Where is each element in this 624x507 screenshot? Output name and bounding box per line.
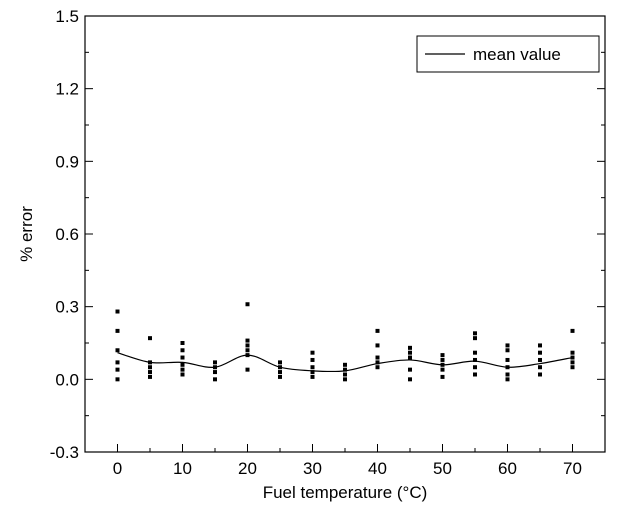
data-point xyxy=(148,370,152,375)
x-axis: 0 10 20 30 40 50 60 70 xyxy=(84,444,606,478)
data-point xyxy=(310,350,315,355)
data-point xyxy=(213,370,217,375)
data-point xyxy=(180,372,185,377)
y-tick-label: 0.9 xyxy=(55,152,79,171)
data-point xyxy=(570,328,575,333)
y-tick-label: 0.0 xyxy=(55,370,79,389)
data-point xyxy=(538,350,542,355)
data-point xyxy=(538,343,542,348)
data-point xyxy=(440,357,445,362)
data-point xyxy=(473,350,477,355)
data-point xyxy=(375,365,380,370)
data-point xyxy=(213,377,217,382)
data-point xyxy=(570,365,575,370)
data-point xyxy=(343,372,347,377)
data-point xyxy=(245,348,250,353)
data-point xyxy=(505,357,510,362)
data-point xyxy=(473,331,477,336)
data-point xyxy=(343,362,347,367)
x-tick-label: 20 xyxy=(238,459,257,478)
data-point xyxy=(310,357,315,362)
data-point xyxy=(408,377,412,382)
data-point xyxy=(375,328,380,333)
data-point xyxy=(310,370,315,375)
data-point xyxy=(408,355,412,360)
data-point xyxy=(570,360,575,365)
mean-value-line xyxy=(117,352,573,373)
data-point xyxy=(505,377,510,382)
data-point xyxy=(245,302,250,307)
data-point xyxy=(408,350,412,355)
data-point xyxy=(180,367,185,372)
data-point xyxy=(115,348,120,353)
x-tick-label: 30 xyxy=(303,459,322,478)
x-tick-label: 50 xyxy=(433,459,452,478)
data-point xyxy=(148,336,152,341)
data-point xyxy=(375,355,380,360)
x-tick-label: 0 xyxy=(113,459,122,478)
data-point xyxy=(473,336,477,341)
data-point xyxy=(278,360,282,365)
legend: mean value xyxy=(416,35,600,73)
data-point xyxy=(213,360,217,365)
data-point xyxy=(180,362,185,367)
data-point xyxy=(115,309,120,314)
x-axis-label: Fuel temperature (°C) xyxy=(263,483,428,502)
legend-label: mean value xyxy=(473,45,561,64)
data-point xyxy=(440,353,445,358)
data-point xyxy=(473,372,477,377)
data-point xyxy=(115,367,120,372)
data-point xyxy=(115,377,120,382)
data-point xyxy=(408,345,412,350)
data-point xyxy=(148,365,152,370)
y-tick-label: 0.6 xyxy=(55,225,79,244)
data-point xyxy=(245,367,250,372)
data-point xyxy=(278,370,282,375)
data-point xyxy=(245,338,250,343)
y-tick-label: -0.3 xyxy=(50,443,79,462)
data-point xyxy=(505,348,510,353)
data-point xyxy=(310,365,315,370)
y-tick-label: 1.5 xyxy=(55,7,79,26)
data-point xyxy=(440,374,445,379)
plot-frame xyxy=(84,15,606,453)
x-tick-label: 60 xyxy=(498,459,517,478)
data-point xyxy=(538,357,542,362)
data-point xyxy=(115,328,120,333)
y-axis: -0.3 0.0 0.3 0.6 0.9 1.2 1.5 xyxy=(50,7,605,462)
x-tick-label: 40 xyxy=(368,459,387,478)
data-point xyxy=(343,367,347,372)
data-point xyxy=(343,377,347,382)
data-point xyxy=(440,367,445,372)
data-point xyxy=(505,372,510,377)
data-point xyxy=(310,374,315,379)
data-point xyxy=(115,360,120,365)
data-point xyxy=(180,355,185,360)
data-point xyxy=(278,374,282,379)
y-axis-label: % error xyxy=(17,206,36,262)
data-point xyxy=(375,343,380,348)
data-point xyxy=(245,343,250,348)
data-point xyxy=(570,350,575,355)
data-point xyxy=(473,357,477,362)
y-tick-label: 1.2 xyxy=(55,80,79,99)
data-point xyxy=(538,365,542,370)
data-point xyxy=(408,367,412,372)
scatter-points xyxy=(115,302,575,382)
data-point xyxy=(180,341,185,345)
data-point xyxy=(148,374,152,379)
x-tick-label: 10 xyxy=(173,459,192,478)
y-tick-label: 0.3 xyxy=(55,298,79,317)
x-tick-label: 70 xyxy=(563,459,582,478)
data-point xyxy=(473,365,477,370)
data-point xyxy=(180,348,185,353)
data-point xyxy=(505,343,510,348)
data-point xyxy=(538,372,542,377)
data-point xyxy=(375,360,380,365)
